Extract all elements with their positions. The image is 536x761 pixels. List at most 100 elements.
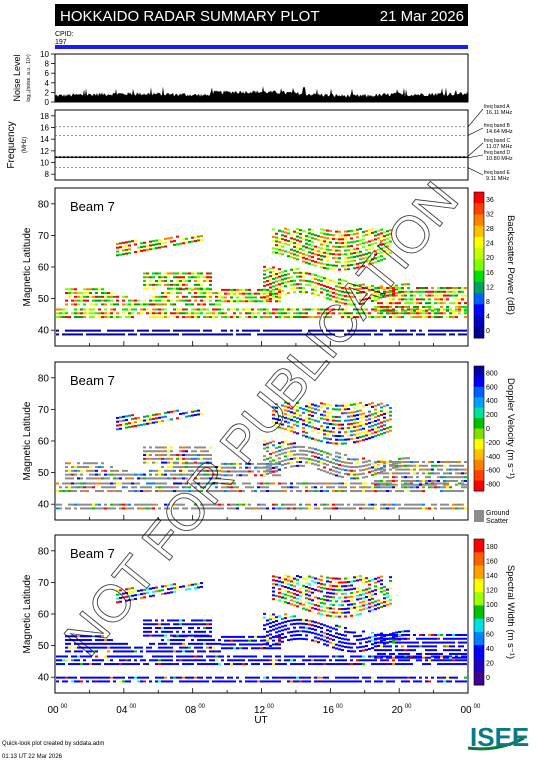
ground-scatter-swatch <box>474 510 484 522</box>
colorbar-tick-label: 0 <box>486 675 490 682</box>
colorbar-tick-label: 32 <box>486 211 494 218</box>
frequency-tick-label: 18 <box>40 112 49 121</box>
latitude-tick-label: 50 <box>38 468 50 479</box>
latitude-tick-label: 80 <box>38 199 50 210</box>
colorbar-tick-label: 36 <box>486 197 494 204</box>
ground-scatter-sublabel: Scatter <box>486 518 509 525</box>
ground-scatter-label: Ground <box>486 510 509 517</box>
isee-logo: ISEE <box>467 722 529 752</box>
colorbar-tick-label: -600 <box>486 468 500 475</box>
cpid-label: CPID: <box>55 31 74 38</box>
colorbar: 36 32 28 24 20 16 12 8 4 0 Backscatter Power (dB) <box>473 191 516 339</box>
colorbar-tick-label: 80 <box>486 617 494 624</box>
frequency-band-label: freq band B <box>484 123 511 129</box>
latitude-tick-label: 70 <box>38 578 50 589</box>
colorbar: 800 600 400 200 0 -200 -400 -600 -800 Doppler Vel… <box>473 365 516 525</box>
noise-tick-label: 8 <box>45 60 50 69</box>
colorbar-tick-label: 120 <box>486 588 498 595</box>
frequency-band-value: 9.11 MHz <box>486 176 509 182</box>
colorbar-tick-label: 20 <box>486 255 494 262</box>
frequency-tick-label: 14 <box>40 135 49 144</box>
title-bar <box>55 4 468 26</box>
colorbar-tick-label: 600 <box>486 384 498 391</box>
noise-panel: Noise Level log₁₀(noise, a.u., 10⁸) 1086… <box>12 50 469 107</box>
time-tick-label: 16 <box>323 705 335 716</box>
data-panel: Beam 7 80 70 60 50 40 Magnetic Latitude 800 600 4… <box>22 361 516 525</box>
latitude-tick-label: 40 <box>38 673 50 684</box>
cpid-bar <box>55 45 468 49</box>
latitude-tick-label: 80 <box>38 546 50 557</box>
colorbar-tick-label: 60 <box>486 631 494 638</box>
frequency-tick-label: 12 <box>40 147 49 156</box>
frequency-band-label: freq band D <box>484 150 511 156</box>
time-tick-label: 08 <box>185 705 197 716</box>
latitude-tick-label: 60 <box>38 610 50 621</box>
time-tick-label: 12 <box>254 705 266 716</box>
frequency-band-leader <box>467 108 484 128</box>
plot-date: 21 Mar 2026 <box>380 8 464 25</box>
colorbar-label: Doppler Velocity (m s⁻¹) <box>505 378 516 479</box>
frequency-tick-label: 8 <box>45 170 50 179</box>
time-tick-minutes: 00 <box>474 704 481 710</box>
panel-ylabel: Magnetic Latitude <box>22 401 33 480</box>
latitude-tick-label: 50 <box>38 294 50 305</box>
isee-logo-text: ISEE <box>470 722 529 752</box>
footer-credit: Quick-look plot created by sddata.adm <box>2 741 104 747</box>
time-tick-label: 04 <box>116 705 128 716</box>
latitude-tick-label: 40 <box>38 326 50 337</box>
latitude-tick-label: 60 <box>38 437 50 448</box>
scatter-cells <box>56 401 467 510</box>
noise-ylabel-sub: log₁₀(noise, a.u., 10⁸) <box>26 54 32 102</box>
panel-ylabel: Magnetic Latitude <box>22 227 33 306</box>
footer-timestamp: 01:13 UT 22 Mar 2026 <box>2 754 63 760</box>
frequency-band-value: 11.07 MHz <box>486 144 512 150</box>
time-tick-label: 00 <box>47 705 59 716</box>
colorbar-tick-label: 20 <box>486 661 494 668</box>
beam-label: Beam 7 <box>70 373 115 388</box>
time-tick-minutes: 00 <box>61 704 68 710</box>
panel-frame <box>54 187 469 347</box>
colorbar-tick-label: -800 <box>486 482 500 489</box>
frequency-tick-label: 16 <box>40 124 49 133</box>
latitude-tick-label: 40 <box>38 500 50 511</box>
frequency-band-label: freq band E <box>484 170 511 176</box>
frequency-unit: (MHz) <box>22 137 28 153</box>
colorbar-label: Backscatter Power (dB) <box>505 215 516 315</box>
colorbar: 180 160 140 120 100 80 60 40 20 0 Spectral Width (… <box>473 538 516 686</box>
time-axis: 00 00 04 00 08 00 12 00 16 00 20 00 00 00 <box>47 704 481 716</box>
scatter-cells <box>56 574 467 683</box>
plot-title: HOKKAIDO RADAR SUMMARY PLOT <box>60 8 320 25</box>
colorbar-tick-label: 200 <box>486 412 498 419</box>
colorbar-tick-label: 40 <box>486 646 494 653</box>
panel-ylabel: Magnetic Latitude <box>22 574 33 653</box>
colorbar-tick-label: 800 <box>486 370 498 377</box>
beam-label: Beam 7 <box>70 546 115 561</box>
latitude-tick-label: 70 <box>38 231 50 242</box>
colorbar-tick-label: 8 <box>486 299 490 306</box>
frequency-ylabel: Frequency <box>6 121 17 168</box>
noise-tick-label: 4 <box>45 79 50 88</box>
time-tick-minutes: 00 <box>405 704 412 710</box>
frequency-band-label: freq band C <box>484 138 511 144</box>
colorbar-tick-label: 28 <box>486 226 494 233</box>
frequency-band-value: 16.11 MHz <box>486 110 512 116</box>
colorbar-tick-label: -400 <box>486 454 500 461</box>
latitude-tick-label: 50 <box>38 641 50 652</box>
colorbar-tick-label: 400 <box>486 398 498 405</box>
noise-trace <box>55 86 468 102</box>
noise-ylabel: Noise Level <box>12 54 22 101</box>
panel-frame <box>54 534 469 694</box>
colorbar-tick-label: 0 <box>486 328 490 335</box>
scatter-cells <box>56 227 467 336</box>
colorbar-tick-label: 100 <box>486 602 498 609</box>
frequency-frame <box>54 109 469 181</box>
noise-tick-label: 10 <box>40 50 49 59</box>
beam-label: Beam 7 <box>70 199 115 214</box>
frequency-band-leader <box>467 142 484 157</box>
colorbar-tick-label: 180 <box>486 544 498 551</box>
cpid-value: 197 <box>55 39 67 46</box>
noise-tick-label: 6 <box>45 69 50 78</box>
